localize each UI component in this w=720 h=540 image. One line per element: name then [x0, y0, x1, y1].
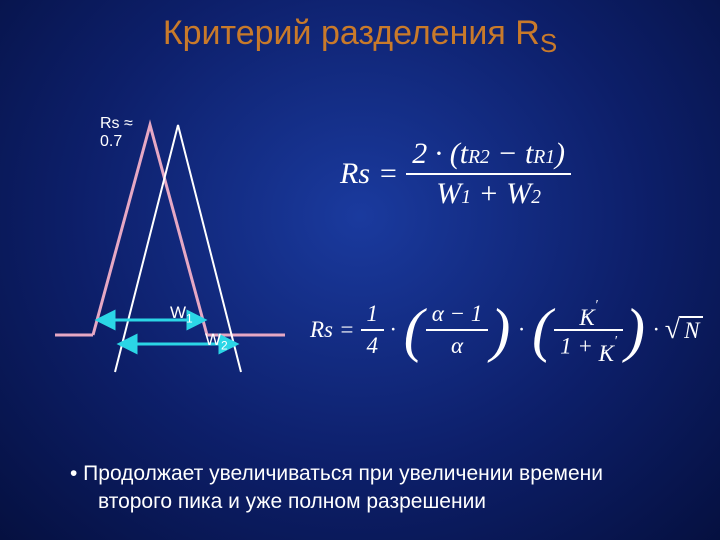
- eq2-dot3: ·: [647, 317, 665, 343]
- w2-label: W2: [205, 330, 228, 352]
- eq2-f3-den: 1 + −K′: [554, 331, 623, 365]
- eq2-lp1: (: [402, 304, 426, 356]
- eq1-lhs: Rs: [340, 157, 370, 191]
- w2-sub: 2: [221, 338, 228, 352]
- bullet-l2: второго пика и уже полном разрешении: [70, 490, 486, 513]
- bullet-text: • Продолжает увеличиваться при увеличени…: [70, 460, 603, 516]
- title-text: Критерий разделения R: [163, 14, 540, 52]
- eq2-dot1: ·: [384, 317, 402, 343]
- eq2-frac1: 1 4: [361, 299, 385, 361]
- equation-1: Rs = 2 · (tR2 − tR1) W1 + W2: [340, 135, 571, 213]
- eq1-denominator: W1 + W2: [430, 175, 547, 213]
- eq2-f1-den: 4: [361, 331, 385, 361]
- eq1-fraction: 2 · (tR2 − tR1) W1 + W2: [406, 135, 571, 213]
- eq2-f2-num: α − 1: [426, 299, 489, 329]
- eq2-lp2: (: [530, 304, 554, 356]
- w1-sub: 1: [186, 311, 193, 325]
- eq1-numerator: 2 · (tR2 − tR1): [406, 135, 571, 173]
- w1-text: W: [170, 303, 186, 322]
- eq2-frac2: α − 1 α: [426, 299, 489, 361]
- eq2-frac3: −K′ 1 + −K′: [554, 295, 623, 365]
- eq2-f1-num: 1: [361, 299, 385, 329]
- slide-title: Критерий разделения RS: [0, 14, 720, 59]
- equation-2: Rs = 1 4 · ( α − 1 α ) · ( −K′ 1 + −K′ )…: [310, 295, 703, 365]
- eq1-equals: =: [370, 157, 406, 191]
- eq2-rp1: ): [488, 304, 512, 356]
- eq2-dot2: ·: [512, 317, 530, 343]
- eq2-lhs: Rs: [310, 317, 333, 343]
- eq2-equals: =: [333, 317, 361, 343]
- eq2-f2-den: α: [445, 331, 469, 361]
- eq2-rp2: ): [623, 304, 647, 356]
- eq2-sqrt: √N: [665, 314, 704, 346]
- w2-text: W: [205, 330, 221, 349]
- title-sub: S: [540, 28, 557, 58]
- bullet-l1: • Продолжает увеличиваться при увеличени…: [70, 462, 603, 485]
- peaks-chart: [55, 100, 285, 380]
- eq2-f3-num: −K′: [573, 295, 603, 329]
- w1-label: W1: [170, 303, 193, 325]
